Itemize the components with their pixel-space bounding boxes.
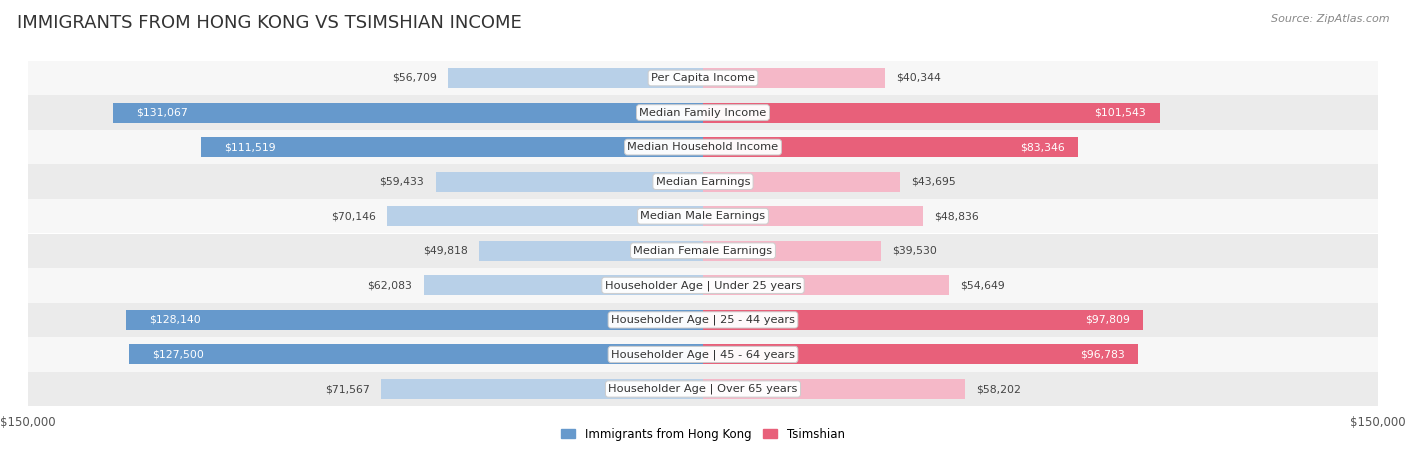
Text: Householder Age | 25 - 44 years: Householder Age | 25 - 44 years <box>612 315 794 325</box>
Bar <box>28 303 1378 337</box>
Text: $128,140: $128,140 <box>149 315 201 325</box>
Text: Householder Age | 45 - 64 years: Householder Age | 45 - 64 years <box>612 349 794 360</box>
Text: Householder Age | Under 25 years: Householder Age | Under 25 years <box>605 280 801 290</box>
Bar <box>28 372 1378 406</box>
Text: Median Household Income: Median Household Income <box>627 142 779 152</box>
Legend: Immigrants from Hong Kong, Tsimshian: Immigrants from Hong Kong, Tsimshian <box>557 423 849 446</box>
Text: Per Capita Income: Per Capita Income <box>651 73 755 83</box>
Text: IMMIGRANTS FROM HONG KONG VS TSIMSHIAN INCOME: IMMIGRANTS FROM HONG KONG VS TSIMSHIAN I… <box>17 14 522 32</box>
Text: Source: ZipAtlas.com: Source: ZipAtlas.com <box>1271 14 1389 24</box>
Bar <box>449 68 703 88</box>
Text: Median Family Income: Median Family Income <box>640 107 766 118</box>
Bar <box>28 95 1378 130</box>
Text: $49,818: $49,818 <box>423 246 468 256</box>
Bar <box>703 310 1143 330</box>
Text: $71,567: $71,567 <box>325 384 370 394</box>
Bar <box>703 345 1139 364</box>
Bar <box>28 199 1378 234</box>
Text: $48,836: $48,836 <box>934 211 979 221</box>
Bar <box>703 379 965 399</box>
Text: Householder Age | Over 65 years: Householder Age | Over 65 years <box>609 384 797 394</box>
Text: $127,500: $127,500 <box>152 349 204 360</box>
Bar <box>127 310 703 330</box>
Text: $101,543: $101,543 <box>1095 107 1146 118</box>
Bar <box>381 379 703 399</box>
Text: $58,202: $58,202 <box>976 384 1021 394</box>
Bar <box>129 345 703 364</box>
Text: $59,433: $59,433 <box>380 177 425 187</box>
Text: $83,346: $83,346 <box>1019 142 1064 152</box>
Bar <box>703 68 884 88</box>
Bar <box>436 172 703 191</box>
Text: $40,344: $40,344 <box>896 73 941 83</box>
Bar <box>423 276 703 295</box>
Bar <box>388 206 703 226</box>
Bar <box>703 172 900 191</box>
Text: $43,695: $43,695 <box>911 177 956 187</box>
Bar <box>703 276 949 295</box>
Bar <box>703 103 1160 122</box>
Text: $70,146: $70,146 <box>332 211 377 221</box>
Bar <box>28 164 1378 199</box>
Text: $131,067: $131,067 <box>136 107 187 118</box>
Bar <box>479 241 703 261</box>
Bar <box>28 268 1378 303</box>
Text: $56,709: $56,709 <box>392 73 437 83</box>
Text: $97,809: $97,809 <box>1084 315 1129 325</box>
Text: Median Earnings: Median Earnings <box>655 177 751 187</box>
Bar <box>114 103 703 122</box>
Bar <box>28 130 1378 164</box>
Text: Median Female Earnings: Median Female Earnings <box>634 246 772 256</box>
Bar <box>28 61 1378 95</box>
Bar <box>28 337 1378 372</box>
Bar <box>201 137 703 157</box>
Text: $62,083: $62,083 <box>367 280 412 290</box>
Text: $111,519: $111,519 <box>224 142 276 152</box>
Bar <box>703 137 1078 157</box>
Bar <box>703 206 922 226</box>
Text: $39,530: $39,530 <box>891 246 936 256</box>
Bar <box>28 234 1378 268</box>
Bar <box>703 241 880 261</box>
Text: $96,783: $96,783 <box>1080 349 1125 360</box>
Text: $54,649: $54,649 <box>960 280 1005 290</box>
Text: Median Male Earnings: Median Male Earnings <box>641 211 765 221</box>
